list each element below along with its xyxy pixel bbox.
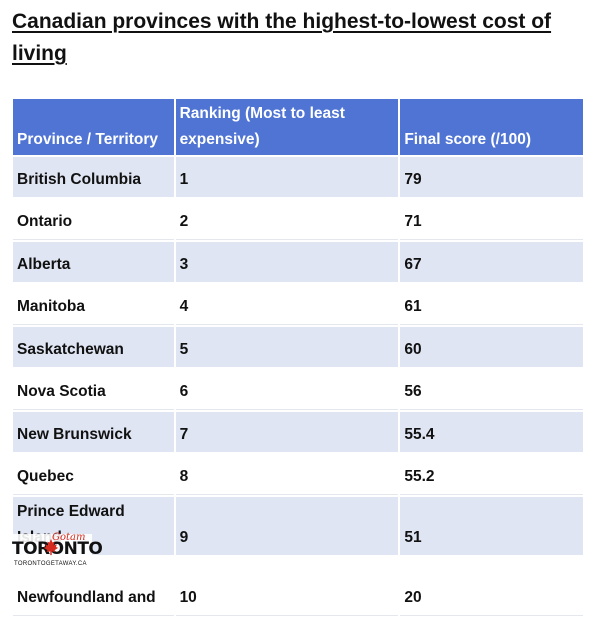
header-ranking: Ranking (Most to least expensive): [175, 99, 399, 155]
table-row: Alberta 3 67: [13, 242, 583, 282]
cell-score: 60: [400, 327, 583, 367]
cell-score: 71: [400, 199, 583, 240]
cell-score: 55.4: [400, 412, 583, 452]
watermark-script: Gotam: [52, 532, 86, 543]
cell-rank: 4: [175, 284, 399, 325]
cell-rank: 9: [175, 497, 399, 555]
cell-province: Saskatchewan: [13, 327, 174, 367]
table-row: Manitoba 4 61: [13, 284, 583, 325]
cell-rank: 3: [175, 242, 399, 282]
header-province: Province / Territory: [13, 99, 174, 155]
cell-score: 79: [400, 157, 583, 197]
maple-leaf-icon: [43, 538, 59, 556]
table-row: Prince Edward Island 9 51: [13, 497, 583, 555]
cell-rank: 7: [175, 412, 399, 452]
cell-rank: 8: [175, 454, 399, 495]
header-final-score: Final score (/100): [400, 99, 583, 155]
cell-score: 56: [400, 369, 583, 410]
table-row: Ontario 2 71: [13, 199, 583, 240]
cell-province: Nova Scotia: [13, 369, 174, 410]
cell-rank: 1: [175, 157, 399, 197]
cell-score: 61: [400, 284, 583, 325]
table-row: Nova Scotia 6 56: [13, 369, 583, 410]
table-row: New Brunswick 7 55.4: [13, 412, 583, 452]
cell-province: New Brunswick: [13, 412, 174, 452]
table-header-row: Province / Territory Ranking (Most to le…: [13, 99, 583, 155]
page-title: Canadian provinces with the highest-to-l…: [12, 10, 552, 65]
cell-province: Manitoba: [13, 284, 174, 325]
table-row: Newfoundland and 10 20: [13, 557, 583, 616]
cell-province: Ontario: [13, 199, 174, 240]
cell-score: 20: [400, 557, 583, 616]
table-row: British Columbia 1 79: [13, 157, 583, 197]
cell-rank: 2: [175, 199, 399, 240]
watermark-logo: TORONTO Gotam TORONTOGETAWAY.CA: [8, 532, 103, 572]
cell-score: 67: [400, 242, 583, 282]
watermark-site: TORONTOGETAWAY.CA: [14, 561, 87, 567]
table-row: Quebec 8 55.2: [13, 454, 583, 495]
cell-score: 51: [400, 497, 583, 555]
cell-rank: 10: [175, 557, 399, 616]
cell-rank: 5: [175, 327, 399, 367]
cell-province: British Columbia: [13, 157, 174, 197]
cell-rank: 6: [175, 369, 399, 410]
cell-province: Quebec: [13, 454, 174, 495]
table-row: Saskatchewan 5 60: [13, 327, 583, 367]
watermark-brand: TORONTO: [12, 539, 103, 559]
cell-score: 55.2: [400, 454, 583, 495]
cell-province: Alberta: [13, 242, 174, 282]
